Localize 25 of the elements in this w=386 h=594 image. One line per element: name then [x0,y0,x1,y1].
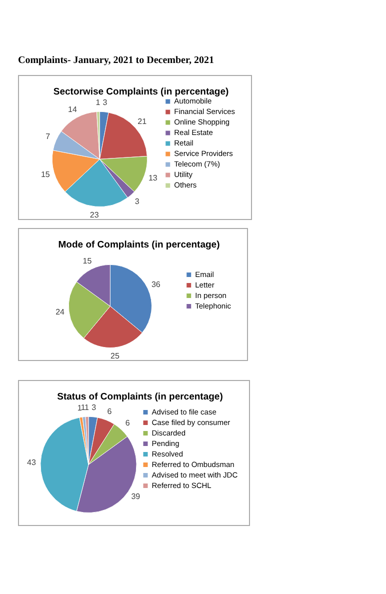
data-label: 36 [151,280,161,289]
data-label: 3 [92,403,97,412]
data-label: 24 [56,308,66,317]
data-label: 25 [110,352,120,361]
data-label: 6 [107,406,112,416]
data-label: 1 [96,98,101,107]
data-label: 39 [131,492,141,501]
data-label: 3 [134,196,140,206]
data-label: 23 [90,210,100,220]
data-label: 21 [138,117,148,126]
data-label: 7 [46,132,51,141]
data-label: 3 [102,98,108,108]
data-label: 1 [80,403,86,412]
chart-title: Mode of Complaints (in percentage) [58,239,220,250]
data-label: 15 [40,170,50,180]
data-label: 15 [82,256,92,266]
data-label: 14 [68,104,78,114]
data-label: 43 [27,458,36,468]
data-label: 6 [125,418,130,428]
text: Sectorwise Complaints (in percentage) [53,86,229,98]
data-label: 13 [148,174,158,183]
chart-title: Complaints- January, 2021 to December, 2021 [18,55,214,66]
data-label: 1 [77,404,82,413]
text: Status of Complaints (in percentage) [57,391,223,402]
data-label: 1 [84,402,90,412]
